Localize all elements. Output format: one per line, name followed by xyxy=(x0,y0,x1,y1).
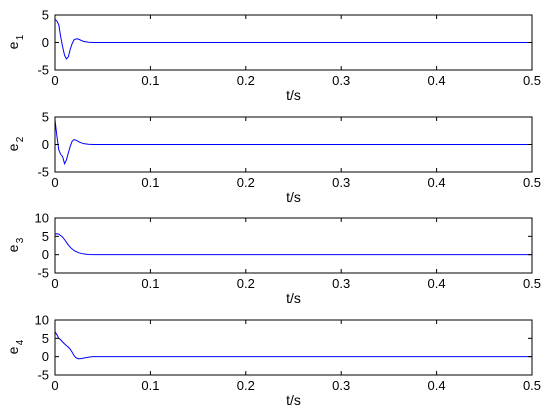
x-tick-label: 0.5 xyxy=(523,378,541,393)
y-tick-label: 0 xyxy=(42,35,49,50)
x-tick-label: 0.3 xyxy=(332,276,350,291)
y-axis-label: e1 xyxy=(5,34,26,49)
y-tick-label: 0 xyxy=(42,137,49,152)
y-axis-label-subscript: 1 xyxy=(15,34,26,40)
y-axis-label: e2 xyxy=(5,136,26,151)
x-tick-label: 0.4 xyxy=(428,73,446,88)
x-tick-label: 0.2 xyxy=(237,378,255,393)
x-tick-label: 0 xyxy=(51,378,58,393)
x-tick-label: 0 xyxy=(51,276,58,291)
series-line-e1 xyxy=(54,19,532,60)
x-tick-label: 0 xyxy=(51,73,58,88)
y-axis-label: e3 xyxy=(5,237,26,252)
series-line-e4 xyxy=(54,331,532,360)
y-axis-label-subscript: 4 xyxy=(15,339,26,345)
x-axis-label: t/s xyxy=(286,290,301,306)
y-tick-label: 0 xyxy=(42,349,49,364)
y-axis-label-base: e xyxy=(5,346,21,354)
x-tick-label: 0.4 xyxy=(428,378,446,393)
y-tick-label: 5 xyxy=(42,8,49,23)
y-tick-label: 10 xyxy=(35,211,49,226)
y-axis-label-base: e xyxy=(5,41,21,49)
x-tick-label: 0.4 xyxy=(428,276,446,291)
x-tick-label: 0.1 xyxy=(141,175,159,190)
y-axis-label-subscript: 3 xyxy=(15,237,26,243)
axes-frame xyxy=(54,217,533,274)
x-tick-label: 0.5 xyxy=(523,73,541,88)
y-tick-label: -5 xyxy=(37,266,49,281)
x-tick-label: 0.2 xyxy=(237,276,255,291)
x-tick-label: 0.5 xyxy=(523,175,541,190)
y-tick-label: 5 xyxy=(42,331,49,346)
x-tick-label: 0.1 xyxy=(141,276,159,291)
x-tick-label: 0.2 xyxy=(237,175,255,190)
y-axis-label-base: e xyxy=(5,143,21,151)
y-tick-label: -5 xyxy=(37,165,49,180)
x-tick-label: 0.3 xyxy=(332,175,350,190)
x-axis-label: t/s xyxy=(286,87,301,103)
x-tick-label: 0.3 xyxy=(332,378,350,393)
y-tick-label: -5 xyxy=(37,368,49,383)
x-tick-label: 0.1 xyxy=(141,378,159,393)
y-tick-label: 5 xyxy=(42,229,49,244)
x-tick-label: 0 xyxy=(51,175,58,190)
x-tick-label: 0.5 xyxy=(523,276,541,291)
x-tick-label: 0.2 xyxy=(237,73,255,88)
y-tick-label: 0 xyxy=(42,247,49,262)
series-line-e2 xyxy=(54,119,532,166)
y-axis-label-subscript: 2 xyxy=(15,136,26,142)
y-axis-label-base: e xyxy=(5,244,21,252)
x-tick-label: 0.3 xyxy=(332,73,350,88)
x-axis-label: t/s xyxy=(286,392,301,408)
y-tick-label: 10 xyxy=(35,313,49,328)
x-tick-label: 0.4 xyxy=(428,175,446,190)
y-tick-label: 5 xyxy=(42,110,49,125)
x-axis-label: t/s xyxy=(286,189,301,205)
series-line-e3 xyxy=(54,233,532,256)
axes-frame xyxy=(54,319,533,376)
y-axis-label: e4 xyxy=(5,339,26,354)
y-tick-label: -5 xyxy=(37,63,49,78)
x-tick-label: 0.1 xyxy=(141,73,159,88)
